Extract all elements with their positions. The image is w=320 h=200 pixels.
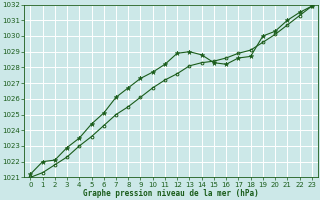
X-axis label: Graphe pression niveau de la mer (hPa): Graphe pression niveau de la mer (hPa) [83, 189, 259, 198]
